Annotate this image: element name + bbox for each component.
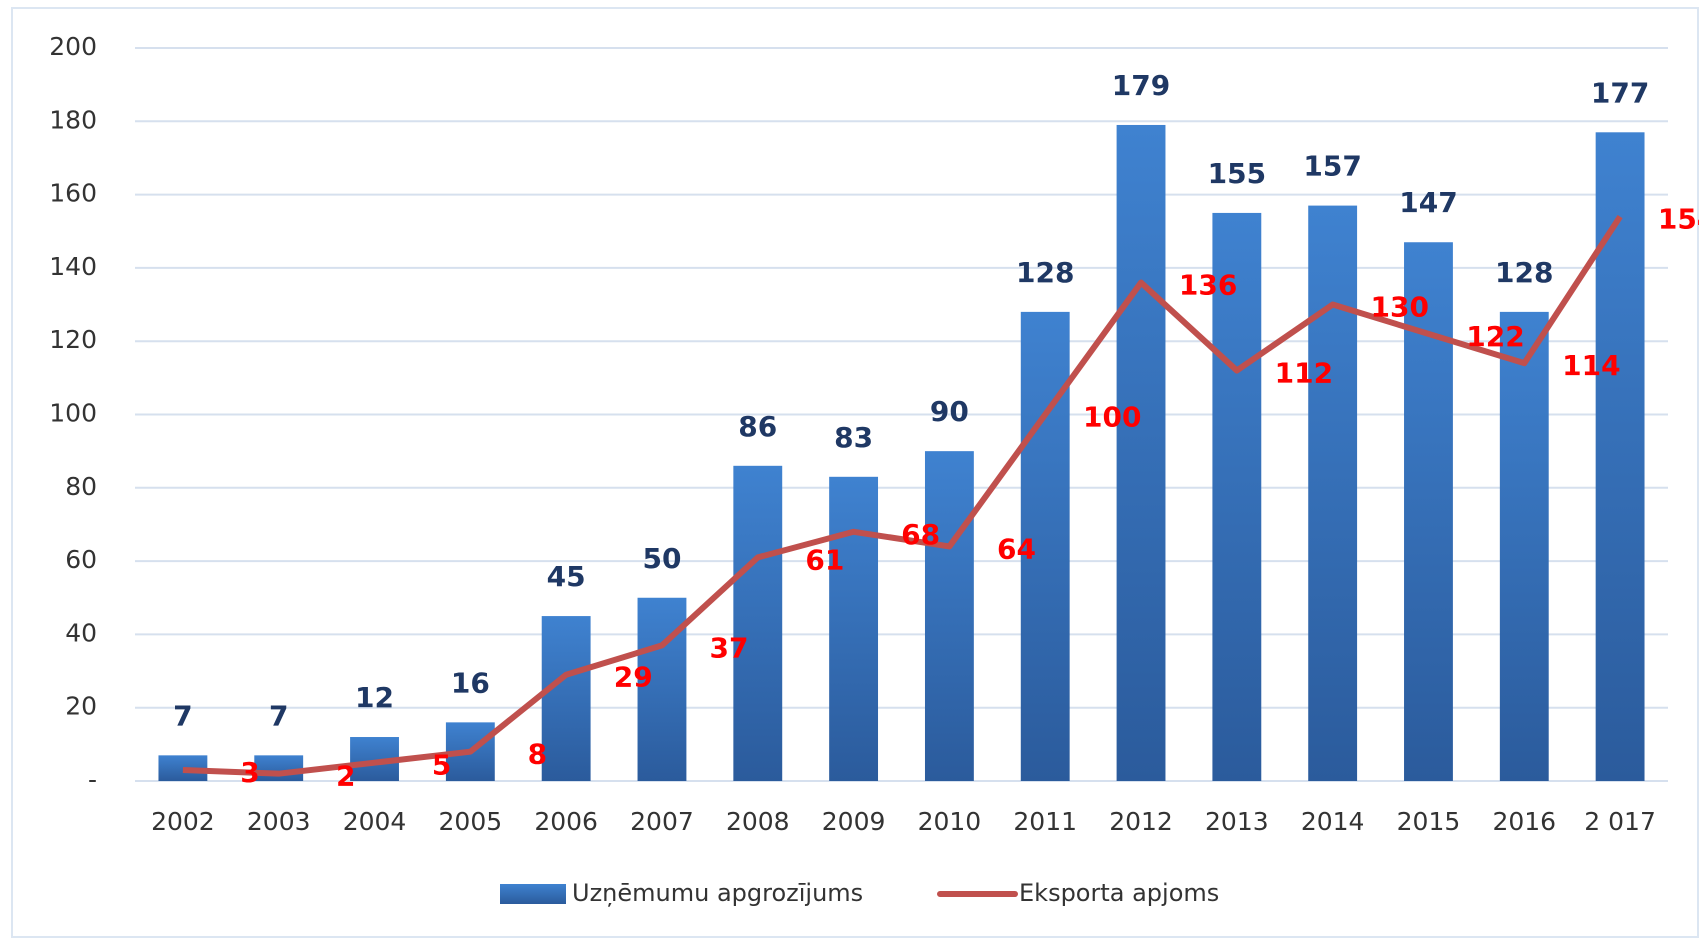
line-value-label: 68 (901, 518, 940, 551)
bar (1595, 132, 1645, 782)
line-value-label: 112 (1275, 357, 1333, 390)
bar-value-label: 7 (173, 699, 192, 732)
y-tick-label: 60 (65, 545, 97, 574)
bar-value-label: 45 (547, 560, 586, 593)
bar-value-label: 83 (834, 421, 873, 454)
frame (11, 7, 1699, 938)
line-value-label: 3 (240, 756, 259, 789)
bar (733, 465, 783, 781)
line-value-label: 2 (336, 760, 355, 793)
line-value-label: 122 (1466, 320, 1524, 353)
bar (254, 755, 304, 781)
y-tick-label: 40 (65, 618, 97, 647)
legend-swatch (500, 884, 566, 904)
y-tick-label: 100 (49, 399, 97, 428)
x-tick-label: 2005 (439, 807, 503, 836)
bar-value-label: 86 (738, 410, 777, 443)
x-tick-label: 2008 (726, 807, 790, 836)
x-tick-label: 2006 (534, 807, 598, 836)
x-tick-label: 2016 (1492, 807, 1556, 836)
y-tick-label: 120 (49, 325, 97, 354)
x-tick-label: 2014 (1301, 807, 1365, 836)
x-tick-label: 2004 (343, 807, 407, 836)
legend-label: Eksporta apjoms (1019, 879, 1219, 907)
line-value-label: 64 (997, 532, 1036, 565)
bar (1499, 311, 1549, 781)
bar-value-label: 90 (930, 395, 969, 428)
x-tick-label: 2003 (247, 807, 311, 836)
x-tick-label: 2015 (1397, 807, 1461, 836)
bar (1116, 124, 1166, 782)
x-tick-label: 2013 (1205, 807, 1269, 836)
bar-value-label: 12 (355, 681, 394, 714)
bar (541, 616, 591, 781)
x-tick-label: 2012 (1109, 807, 1173, 836)
line-value-label: 5 (432, 749, 451, 782)
line-value-label: 114 (1562, 349, 1620, 382)
line-value-label: 61 (805, 543, 844, 576)
y-tick-label: 200 (49, 32, 97, 61)
bar-value-label: 128 (1495, 256, 1553, 289)
bar (829, 476, 879, 781)
bar-value-label: 16 (451, 666, 490, 699)
x-tick-label: 2011 (1013, 807, 1077, 836)
bar-value-label: 147 (1399, 186, 1457, 219)
y-tick-label: 20 (65, 692, 97, 721)
y-tick-label: 160 (49, 179, 97, 208)
bar-value-label: 177 (1591, 76, 1649, 109)
bar (1308, 205, 1358, 782)
bar-value-label: 155 (1208, 157, 1266, 190)
x-tick-label: 2009 (822, 807, 886, 836)
x-tick-label: 2010 (918, 807, 982, 836)
bar-value-label: 179 (1112, 69, 1170, 102)
y-tick-label: 80 (65, 472, 97, 501)
y-tick-label: 180 (49, 105, 97, 134)
line-value-label: 136 (1179, 269, 1237, 302)
bar (1212, 212, 1262, 782)
line-value-label: 29 (614, 661, 653, 694)
x-tick-label: 2 017 (1584, 807, 1656, 836)
line-value-label: 8 (528, 738, 547, 771)
bar-value-label: 128 (1016, 256, 1074, 289)
bar-value-label: 50 (642, 542, 681, 575)
x-tick-label: 2002 (151, 807, 215, 836)
x-tick-label: 2007 (630, 807, 694, 836)
legend-label: Uzņēmumu apgrozījums (572, 879, 863, 907)
y-tick-label: 140 (49, 252, 97, 281)
line-value-label: 100 (1083, 401, 1141, 434)
line-value-label: 130 (1370, 291, 1428, 324)
bar (924, 451, 974, 781)
bar-value-label: 7 (269, 699, 288, 732)
line-value-label: 154 (1658, 203, 1699, 236)
bar-value-label: 157 (1303, 150, 1361, 183)
line-value-label: 37 (710, 631, 749, 664)
line (182, 214, 1623, 777)
y-tick-label: - (88, 765, 97, 794)
